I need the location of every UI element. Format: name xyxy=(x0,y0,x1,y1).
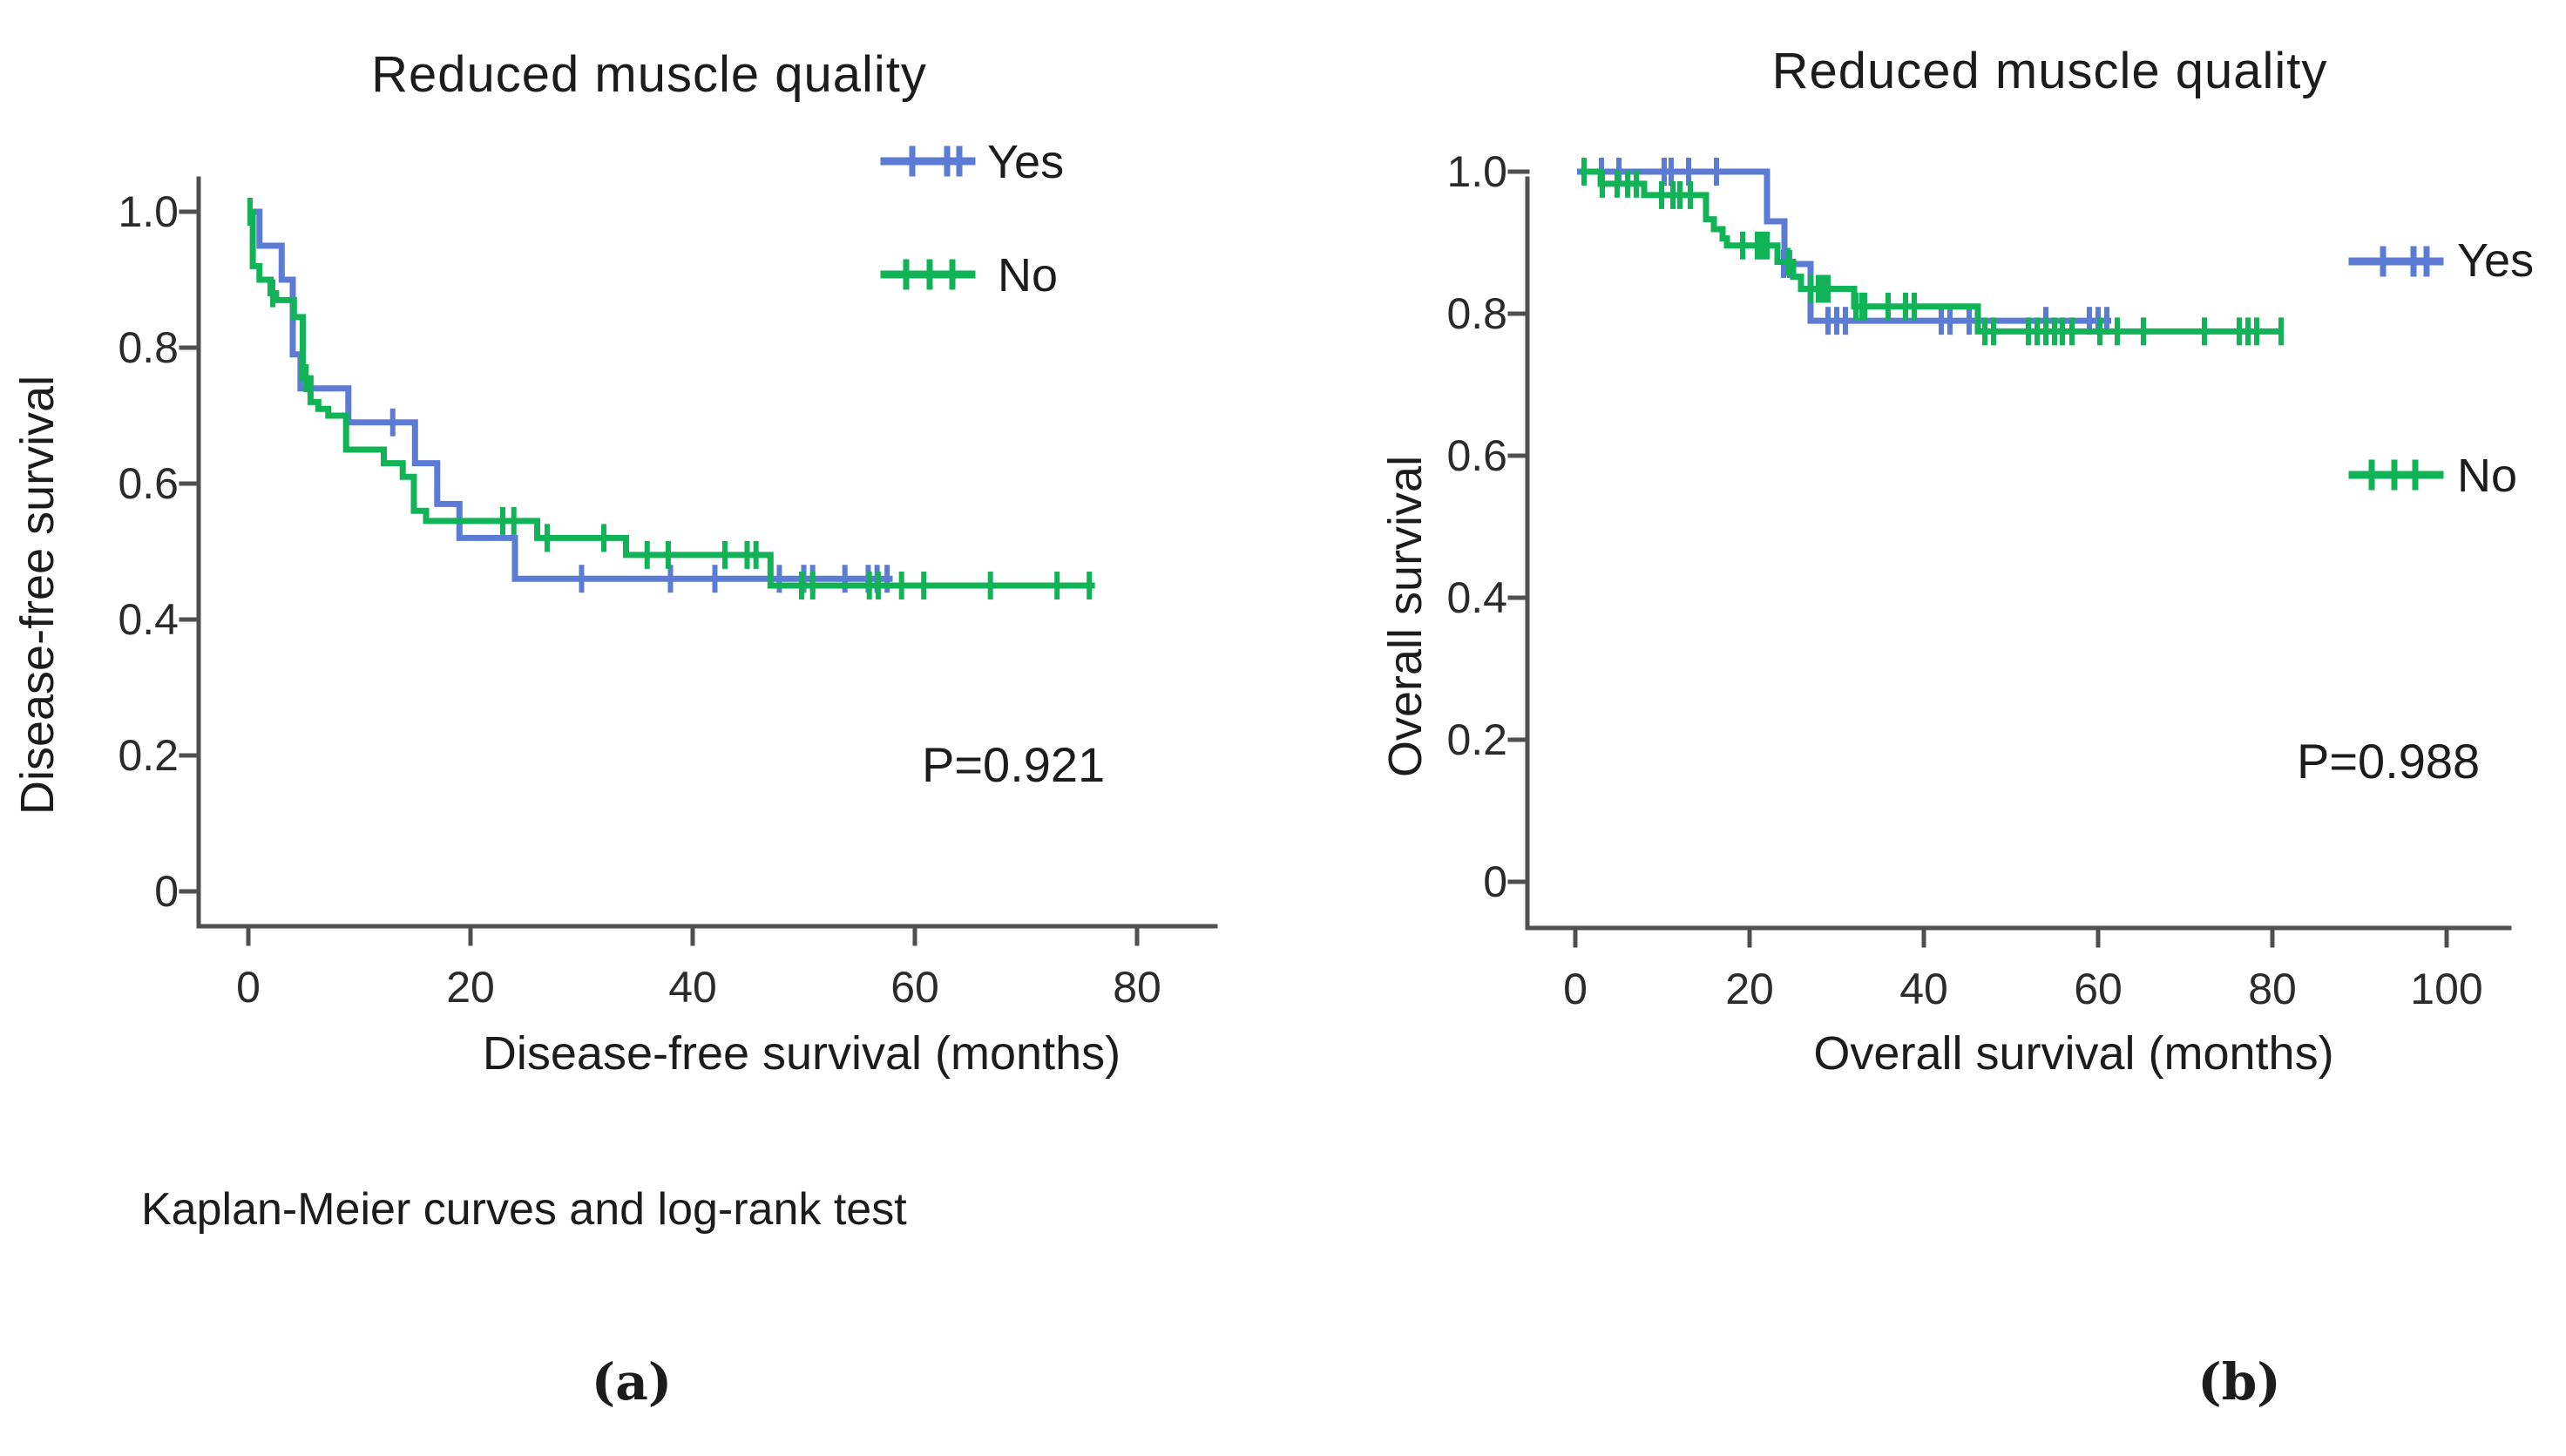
y-tick-label: 0.4 xyxy=(1446,573,1507,622)
x-tick-label: 100 xyxy=(2410,965,2482,1013)
panel-a-legend-yes-label: Yes xyxy=(987,136,1065,188)
x-tick-label: 40 xyxy=(1899,965,1948,1013)
x-tick-label: 20 xyxy=(1725,965,1774,1013)
y-tick-label: 0 xyxy=(1483,857,1507,906)
x-tick-label: 0 xyxy=(1563,965,1588,1013)
y-tick-label: 1.0 xyxy=(1446,147,1507,196)
km-curve-no xyxy=(248,208,1095,589)
x-tick-label: 80 xyxy=(1113,963,1161,1012)
km-curve-yes xyxy=(1577,168,2111,324)
y-tick-label: 0.4 xyxy=(118,595,179,644)
panel-a-p-value: P=0.921 xyxy=(922,737,1106,792)
panel-b-legend-no-label: No xyxy=(2457,450,2518,502)
x-tick-label: 80 xyxy=(2248,965,2297,1013)
x-tick-label: 60 xyxy=(2074,965,2123,1013)
km-curve-no xyxy=(1580,168,2283,335)
y-tick-label: 0.6 xyxy=(118,459,179,508)
panel-a-tag: (a) xyxy=(591,1352,673,1412)
x-tick-label: 20 xyxy=(446,963,495,1012)
panel-a-y-axis-label: Disease-free survival xyxy=(11,375,64,815)
panel-b-title: Reduced muscle quality xyxy=(1771,43,2328,99)
panel-a-legend-no-label: No xyxy=(998,249,1059,301)
x-tick-label: 0 xyxy=(236,963,261,1012)
panel-b-p-value: P=0.988 xyxy=(2297,734,2481,789)
panel-b-y-axis-label: Overall survival xyxy=(1379,455,1432,777)
panel-b-x-axis-label: Overall survival (months) xyxy=(1813,1027,2334,1080)
y-tick-label: 0.6 xyxy=(1446,431,1507,480)
panel-b-tag: (b) xyxy=(2197,1352,2281,1412)
y-tick-label: 0.8 xyxy=(118,323,179,372)
y-tick-label: 0.2 xyxy=(1446,715,1507,764)
y-tick-label: 0 xyxy=(154,867,179,916)
x-tick-label: 40 xyxy=(668,963,717,1012)
x-tick-label: 60 xyxy=(890,963,939,1012)
y-tick-label: 0.8 xyxy=(1446,289,1507,338)
y-tick-label: 1.0 xyxy=(118,187,179,236)
y-tick-label: 0.2 xyxy=(118,731,179,780)
panel-a-title: Reduced muscle quality xyxy=(371,46,927,103)
panel-b-legend-yes-label: Yes xyxy=(2457,234,2535,287)
km-curve-yes xyxy=(254,208,893,582)
panel-a-x-axis-label: Disease-free survival (months) xyxy=(482,1027,1121,1080)
figure-caption: Kaplan-Meier curves and log-rank test xyxy=(141,1184,907,1235)
